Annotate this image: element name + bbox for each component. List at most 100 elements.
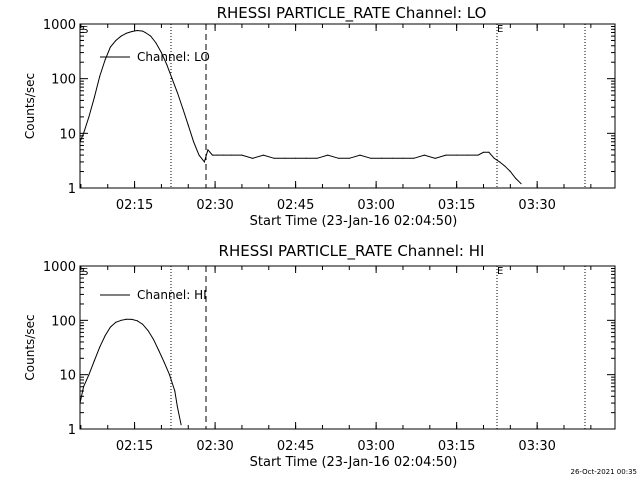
data-point <box>488 151 490 153</box>
data-point <box>136 320 138 322</box>
data-point <box>305 157 307 159</box>
data-point <box>413 157 415 159</box>
data-point <box>180 424 182 426</box>
data-point <box>126 32 127 34</box>
data-point <box>434 157 436 159</box>
data-point <box>402 157 404 159</box>
data-point <box>88 116 90 118</box>
data-point <box>504 165 506 167</box>
data-point <box>252 157 254 159</box>
x-tick-label: 03:30 <box>518 439 555 454</box>
data-point <box>99 75 101 77</box>
y-tick-label: 100 <box>51 314 76 329</box>
data-point <box>359 154 361 156</box>
chart-panel-lo: RHESSI PARTICLE_RATE Channel: LO Counts/s… <box>23 4 616 229</box>
data-point <box>217 154 219 156</box>
chart-title: RHESSI PARTICLE_RATE Channel: LO <box>217 4 487 23</box>
data-point <box>338 157 340 159</box>
data-point <box>423 154 425 156</box>
data-point <box>150 35 152 37</box>
x-tick-label: 03:15 <box>438 198 475 213</box>
data-point <box>152 338 154 340</box>
data-point <box>109 326 111 328</box>
y-tick-label: 10 <box>59 369 76 384</box>
legend-label: Channel: HI <box>137 288 207 302</box>
data-point <box>295 157 297 159</box>
data-point <box>120 319 122 321</box>
start-marker-label: S <box>82 267 88 278</box>
data-point <box>187 124 189 126</box>
y-tick-label: 1000 <box>43 260 76 275</box>
data-point <box>83 132 85 134</box>
data-point <box>207 149 209 151</box>
data-point <box>316 157 318 159</box>
data-point <box>126 318 127 320</box>
data-point <box>158 349 160 351</box>
data-point <box>174 390 176 392</box>
data-point <box>515 177 517 179</box>
data-point <box>93 97 95 99</box>
legend-label: Channel: LO <box>137 50 210 64</box>
data-point <box>391 157 393 159</box>
data-point <box>93 360 95 362</box>
data-point <box>456 154 458 156</box>
plot-frame <box>79 23 616 189</box>
data-point <box>115 321 117 323</box>
data-point <box>370 157 372 159</box>
x-tick-label: 02:45 <box>277 198 314 213</box>
y-tick-label: 100 <box>51 73 76 88</box>
data-point <box>169 374 170 376</box>
data-point <box>88 374 90 376</box>
data-point <box>193 141 195 143</box>
data-point <box>79 402 81 404</box>
data-point <box>171 78 173 80</box>
data-point <box>483 151 484 153</box>
data-point <box>120 35 122 37</box>
data-point <box>509 171 511 172</box>
x-tick-label: 03:00 <box>357 198 394 213</box>
data-point <box>104 59 106 61</box>
data-point <box>182 108 184 110</box>
x-axis-label: Start Time (23-Jan-16 02:04:50) <box>250 214 458 229</box>
data-point <box>131 318 133 320</box>
data-point <box>109 46 111 48</box>
x-tick-label: 03:15 <box>438 439 475 454</box>
data-point <box>142 30 144 32</box>
data-point <box>348 157 350 159</box>
x-tick-label: 02:15 <box>116 198 153 213</box>
data-point <box>131 31 133 32</box>
data-point <box>466 154 468 156</box>
end-marker-label: E <box>497 24 503 35</box>
data-point <box>520 183 522 185</box>
data-point <box>79 141 81 143</box>
data-point <box>230 154 232 156</box>
x-tick-label: 03:00 <box>357 439 394 454</box>
data-point <box>142 323 144 325</box>
data-point <box>477 154 479 156</box>
data-point <box>177 406 178 408</box>
data-point <box>155 42 157 44</box>
data-point <box>499 161 501 163</box>
data-point <box>262 154 264 156</box>
data-point <box>381 157 382 159</box>
data-point <box>163 361 165 363</box>
data-point <box>115 40 117 41</box>
y-tick-label: 10 <box>59 127 76 142</box>
plot-frame <box>79 265 616 430</box>
data-point <box>104 335 106 337</box>
data-point <box>144 32 146 33</box>
x-axis-label: Start Time (23-Jan-16 02:04:50) <box>250 455 458 470</box>
x-tick-label: 03:30 <box>518 198 555 213</box>
end-marker-label: E <box>497 266 503 277</box>
series-line <box>79 318 182 425</box>
data-point <box>166 64 168 66</box>
chart-panel-hi: RHESSI PARTICLE_RATE Channel: HI Counts/s… <box>23 242 616 470</box>
data-point <box>284 157 286 159</box>
y-tick-label: 1 <box>68 423 76 438</box>
x-tick-label: 02:45 <box>277 439 314 454</box>
data-point <box>198 154 200 156</box>
data-point <box>99 346 101 348</box>
data-point <box>493 157 495 159</box>
data-point <box>136 30 138 31</box>
